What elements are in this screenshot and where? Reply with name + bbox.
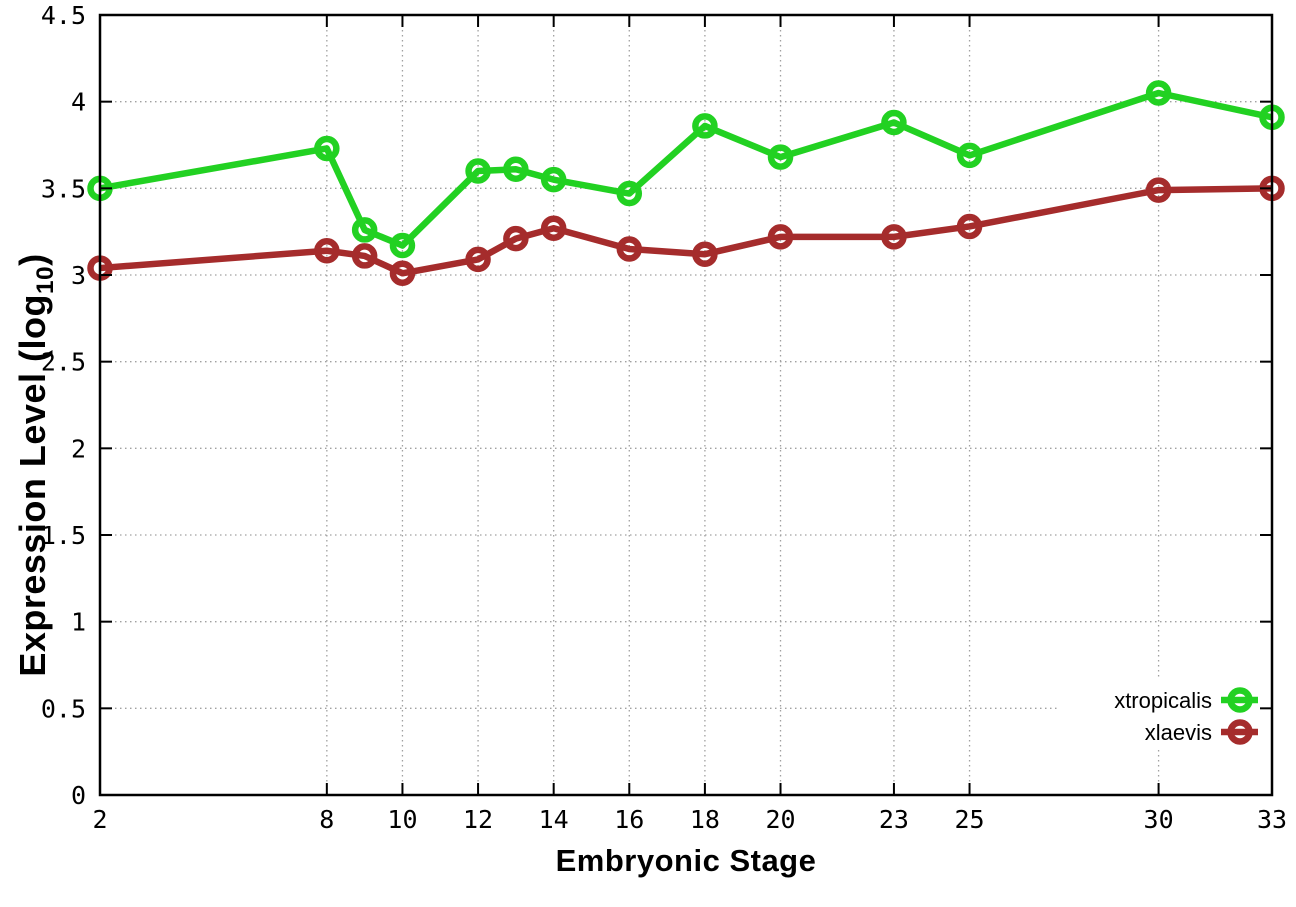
x-tick-label: 20 xyxy=(765,805,795,834)
legend-sample-marker-xlaevis xyxy=(1227,719,1253,745)
y-tick-label: 3 xyxy=(71,261,86,290)
data-point-marker-xlaevis xyxy=(616,236,643,262)
data-point-marker-xlaevis xyxy=(1145,177,1172,203)
y-tick-label: 1 xyxy=(71,608,86,637)
x-tick-label: 14 xyxy=(539,805,569,834)
y-tick-label: 2 xyxy=(71,434,86,463)
data-point-marker-xtropicalis xyxy=(465,158,491,184)
x-tick-label: 12 xyxy=(463,805,493,834)
plot-border xyxy=(98,13,1274,797)
data-point-marker-xtropicalis xyxy=(1145,80,1172,106)
y-tick-label: 4.5 xyxy=(41,1,86,30)
y-tick-label: 0.5 xyxy=(41,694,86,723)
x-tick-label: 33 xyxy=(1257,805,1287,834)
data-point-marker-xlaevis xyxy=(767,224,794,250)
legend-label-xlaevis: xlaevis xyxy=(1145,720,1212,745)
x-axis-title: Embryonic Stage xyxy=(555,843,817,878)
x-tick-label: 25 xyxy=(954,805,984,834)
series-line-xtropicalis xyxy=(99,89,1273,249)
x-tick-label: 2 xyxy=(92,805,107,834)
data-point-marker-xlaevis xyxy=(314,237,340,264)
y-axis-title-subscript: 10 xyxy=(32,265,60,295)
data-point-marker-xtropicalis xyxy=(314,135,340,162)
data-point-marker-xtropicalis xyxy=(767,144,794,170)
legend-label-xtropicalis: xtropicalis xyxy=(1114,688,1212,713)
data-point-marker-xlaevis xyxy=(351,243,378,269)
x-tick-label: 30 xyxy=(1144,805,1174,834)
data-point-marker-xtropicalis xyxy=(616,180,643,207)
y-tick-label: 2.5 xyxy=(41,348,86,377)
y-tick-label: 0 xyxy=(71,781,86,810)
data-point-marker-xtropicalis xyxy=(956,142,983,169)
y-tick-label: 4 xyxy=(71,88,86,117)
data-point-marker-xtropicalis xyxy=(692,113,718,139)
y-axis-title-text: Expression Level (log xyxy=(11,294,53,677)
y-tick-label: 3.5 xyxy=(41,174,86,203)
data-point-marker-xtropicalis xyxy=(503,156,529,183)
data-point-marker-xlaevis xyxy=(389,260,416,287)
x-tick-label: 18 xyxy=(690,805,720,834)
data-point-marker-xlaevis xyxy=(540,215,567,241)
x-tick-label: 16 xyxy=(614,805,644,834)
data-point-marker-xtropicalis xyxy=(351,217,378,243)
data-point-marker-xlaevis xyxy=(692,241,718,267)
legend-sample-marker-xtropicalis xyxy=(1227,687,1253,713)
x-tick-label: 10 xyxy=(387,805,417,834)
data-point-marker-xlaevis xyxy=(881,224,907,250)
data-point-marker-xlaevis xyxy=(465,246,491,273)
data-point-marker-xtropicalis xyxy=(389,232,416,259)
y-axis-title: Expression Level (log10) xyxy=(12,253,60,676)
data-point-marker-xtropicalis xyxy=(540,166,567,193)
y-axis-title-suffix: ) xyxy=(11,253,53,266)
data-point-marker-xtropicalis xyxy=(881,109,907,136)
y-tick-label: 1.5 xyxy=(41,521,86,550)
x-tick-label: 8 xyxy=(319,805,334,834)
x-tick-label: 23 xyxy=(879,805,909,834)
series-line-xlaevis xyxy=(99,185,1273,277)
data-point-marker-xlaevis xyxy=(956,213,983,240)
data-point-marker-xlaevis xyxy=(503,225,529,252)
